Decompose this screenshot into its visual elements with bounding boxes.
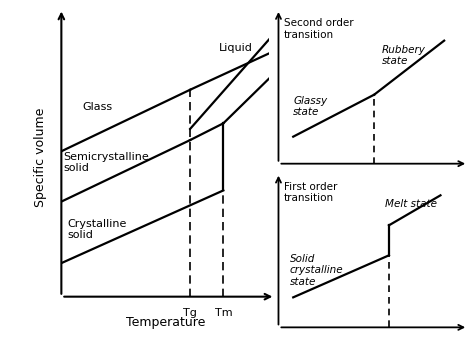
Text: Solid
crystalline
state: Solid crystalline state [289,254,343,287]
Text: Temperature: Temperature [126,316,205,329]
Text: Second order
transition: Second order transition [284,18,354,40]
Text: Glass: Glass [82,102,112,112]
Text: Specific volume: Specific volume [34,107,47,207]
Text: Liquid: Liquid [219,43,253,54]
Text: Melt state: Melt state [385,199,437,209]
Text: Tg: Tg [183,308,197,318]
Text: Tm: Tm [215,308,232,318]
Text: Tg: Tg [397,182,411,192]
Text: Crystalline
solid: Crystalline solid [67,219,127,240]
Text: Rubbery
state: Rubbery state [381,45,425,66]
Text: Semicrystalline
solid: Semicrystalline solid [63,152,149,173]
Text: First order
transition: First order transition [284,182,337,204]
Text: Glassy
state: Glassy state [293,96,327,117]
